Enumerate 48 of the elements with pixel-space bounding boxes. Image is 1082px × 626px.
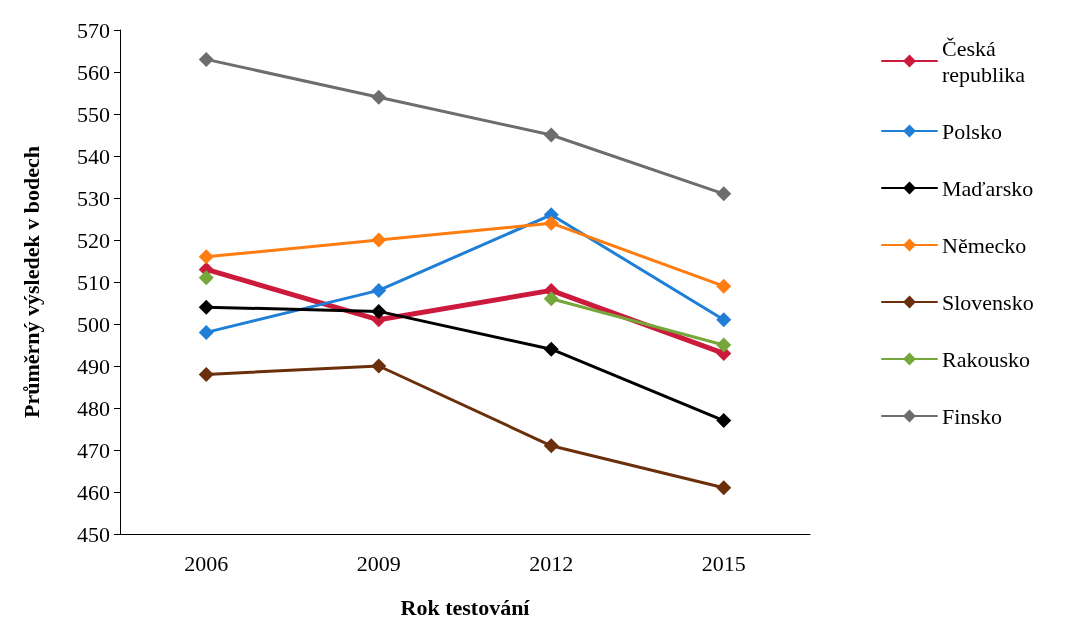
y-tick-label: 560 xyxy=(77,59,110,85)
point xyxy=(198,51,214,67)
x-tick-label: 2012 xyxy=(529,550,574,576)
y-tick-label: 510 xyxy=(77,269,110,295)
point xyxy=(716,186,732,202)
point xyxy=(198,249,214,265)
point xyxy=(543,127,559,143)
y-tick-label: 550 xyxy=(77,101,110,127)
legend-label: Slovensko xyxy=(942,289,1034,315)
legend-label: Polsko xyxy=(942,118,1002,144)
y-tick-label: 480 xyxy=(77,395,110,421)
point xyxy=(371,282,387,298)
legend-label: Finsko xyxy=(942,403,1002,429)
y-tick-label: 530 xyxy=(77,185,110,211)
point xyxy=(198,270,214,286)
y-tick-label: 570 xyxy=(77,17,110,43)
y-tick-label: 490 xyxy=(77,353,110,379)
point xyxy=(716,337,732,353)
point xyxy=(543,438,559,454)
point xyxy=(371,232,387,248)
x-tick-label: 2006 xyxy=(184,550,229,576)
point xyxy=(716,480,732,496)
point xyxy=(371,303,387,319)
y-axis-title: Průměrný výsledek v bodech xyxy=(18,146,44,418)
point xyxy=(543,291,559,307)
y-tick-label: 470 xyxy=(77,437,110,463)
point xyxy=(716,278,732,294)
x-axis-title: Rok testování xyxy=(400,594,531,620)
x-tick-label: 2009 xyxy=(356,550,401,576)
point xyxy=(543,341,559,357)
point xyxy=(371,89,387,105)
point xyxy=(198,366,214,382)
point xyxy=(371,358,387,374)
legend-label: Maďarsko xyxy=(942,175,1034,201)
point xyxy=(198,299,214,315)
legend-label: Česká republika xyxy=(942,35,1026,87)
legend-label: Rakousko xyxy=(942,346,1030,372)
y-tick-label: 450 xyxy=(77,521,110,547)
legend-label: Německo xyxy=(942,232,1027,258)
y-tick-label: 540 xyxy=(77,143,110,169)
point xyxy=(716,413,732,429)
point xyxy=(198,324,214,340)
y-tick-label: 460 xyxy=(77,479,110,505)
x-tick-label: 2015 xyxy=(701,550,746,576)
y-tick-label: 520 xyxy=(77,227,110,253)
point xyxy=(716,312,732,328)
y-tick-label: 500 xyxy=(77,311,110,337)
point xyxy=(543,215,559,231)
